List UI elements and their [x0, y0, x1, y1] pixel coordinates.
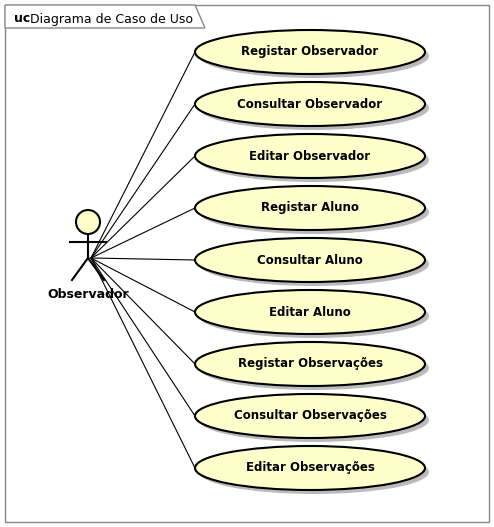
Text: Consultar Aluno: Consultar Aluno [257, 253, 363, 267]
Text: uc: uc [14, 13, 30, 25]
Polygon shape [5, 5, 205, 28]
FancyBboxPatch shape [5, 5, 489, 522]
Text: Observador: Observador [47, 288, 129, 301]
Ellipse shape [195, 238, 425, 282]
Ellipse shape [199, 86, 429, 130]
Ellipse shape [199, 138, 429, 182]
Text: Registar Observações: Registar Observações [238, 357, 382, 370]
Ellipse shape [199, 450, 429, 494]
Ellipse shape [195, 290, 425, 334]
Ellipse shape [195, 446, 425, 490]
Text: Editar Aluno: Editar Aluno [269, 306, 351, 318]
Text: Consultar Observador: Consultar Observador [238, 97, 382, 111]
Ellipse shape [195, 134, 425, 178]
Ellipse shape [199, 34, 429, 78]
Text: Consultar Observações: Consultar Observações [234, 409, 386, 423]
Ellipse shape [195, 186, 425, 230]
Ellipse shape [199, 242, 429, 286]
Text: Diagrama de Caso de Uso: Diagrama de Caso de Uso [30, 13, 193, 25]
Ellipse shape [199, 398, 429, 442]
Text: Registar Aluno: Registar Aluno [261, 201, 359, 214]
Ellipse shape [199, 346, 429, 390]
Text: Editar Observador: Editar Observador [249, 150, 370, 162]
Ellipse shape [195, 342, 425, 386]
Ellipse shape [199, 190, 429, 234]
Ellipse shape [195, 30, 425, 74]
Ellipse shape [195, 394, 425, 438]
Text: Registar Observador: Registar Observador [242, 45, 378, 58]
Ellipse shape [199, 294, 429, 338]
Text: Editar Observações: Editar Observações [246, 462, 374, 474]
Circle shape [76, 210, 100, 234]
Ellipse shape [195, 82, 425, 126]
